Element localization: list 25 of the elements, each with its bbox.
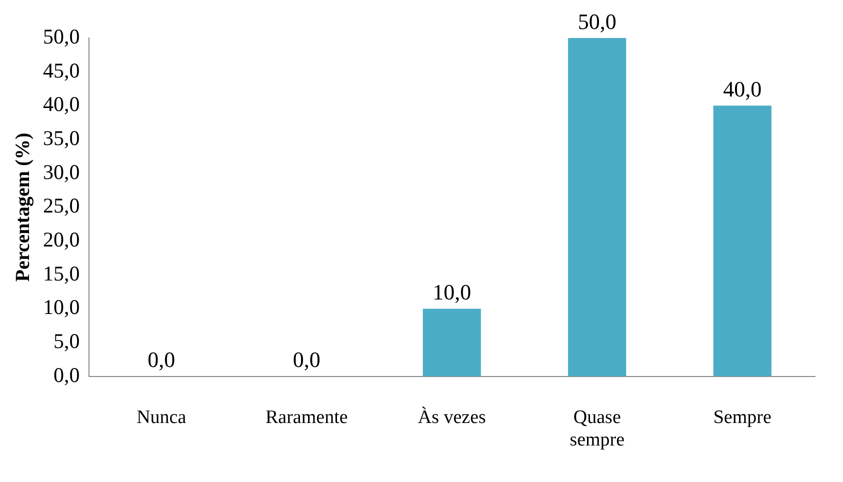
y-tick-label: 40,0 — [43, 92, 80, 116]
bar — [568, 38, 626, 376]
x-tick-label: Quase sempre — [570, 406, 625, 451]
data-label: 10,0 — [432, 280, 472, 304]
data-label: 40,0 — [723, 76, 762, 102]
x-tick-label: Sempre — [713, 406, 772, 428]
y-axis-title: Percentagem (%) — [12, 132, 34, 282]
y-tick-label: 20,0 — [43, 228, 80, 252]
y-tick-label: 15,0 — [43, 261, 80, 286]
y-tick-label: 45,0 — [43, 58, 80, 82]
data-label: 50,0 — [578, 8, 616, 34]
y-tick-label: 35,0 — [43, 126, 80, 150]
data-label: 0,0 — [148, 347, 176, 372]
bar — [422, 308, 481, 376]
x-tick-label: Raramente — [265, 406, 348, 428]
y-tick-label: 30,0 — [43, 160, 80, 184]
y-tick-label: 50,0 — [43, 24, 80, 49]
data-label: 0,0 — [292, 347, 320, 372]
y-tick-label: 5,0 — [54, 329, 80, 354]
y-tick-label: 10,0 — [43, 295, 80, 320]
x-tick-label: Nunca — [136, 406, 187, 428]
x-tick-label: Às vezes — [418, 406, 486, 428]
bar — [713, 106, 772, 376]
y-tick-label: 25,0 — [43, 194, 80, 218]
y-tick-label: 0,0 — [54, 362, 80, 387]
